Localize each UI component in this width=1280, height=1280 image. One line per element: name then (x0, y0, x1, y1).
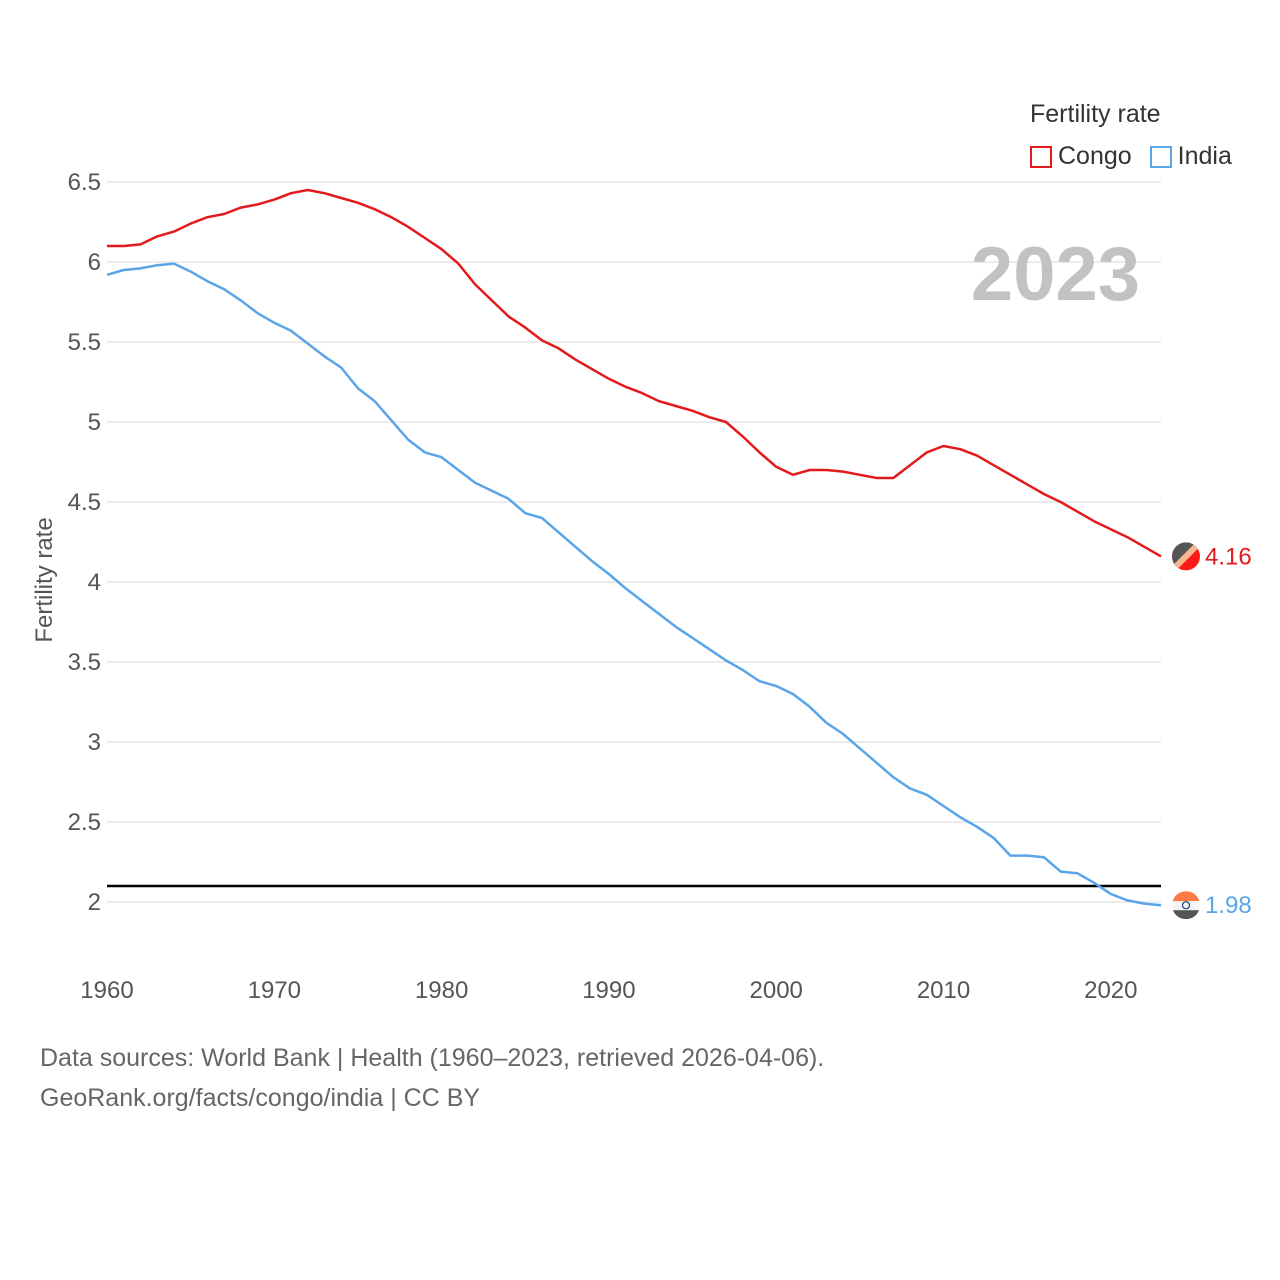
y-tick-label: 2 (88, 889, 101, 916)
x-tick-label: 2020 (1084, 977, 1137, 1004)
y-tick-label: 5.5 (68, 329, 101, 356)
legend-title: Fertility rate (1030, 100, 1161, 128)
end-value-india: 1.98 (1205, 892, 1252, 919)
series-line-congo (107, 188, 1162, 558)
grid-lines (107, 181, 1161, 903)
footer-credit[interactable]: GeoRank.org/facts/congo/india | CC BY (40, 1084, 481, 1112)
x-tick-label: 1980 (415, 977, 468, 1004)
legend-swatch-congo (1030, 145, 1052, 168)
y-tick-label: 6 (88, 249, 101, 276)
series-line-india (106, 262, 1162, 907)
x-tick-label: 1970 (248, 977, 301, 1004)
y-tick-label: 3 (88, 729, 101, 756)
y-tick-labels: 2 2.5 3 3.5 4 4.5 5 5.5 6 6.5 (68, 169, 101, 916)
end-value-congo: 4.16 (1205, 543, 1252, 570)
y-tick-label: 4 (88, 569, 101, 596)
x-tick-label: 2010 (917, 977, 970, 1004)
end-markers: 4.16 1.98 (1172, 542, 1252, 920)
legend: Congo India (1030, 142, 1250, 171)
y-tick-label: 4.5 (68, 489, 101, 516)
year-watermark: 2023 (971, 232, 1140, 317)
y-tick-label: 3.5 (68, 649, 101, 676)
x-tick-label: 1960 (80, 977, 133, 1004)
legend-item-india[interactable]: India (1149, 142, 1232, 171)
x-tick-labels: 1960 1970 1980 1990 2000 2010 2020 (80, 977, 1137, 1004)
y-axis-title: Fertility rate (31, 517, 58, 642)
flag-marker-congo (1172, 542, 1200, 571)
y-tick-label: 5 (88, 409, 101, 436)
footer-sources: Data sources: World Bank | Health (1960–… (40, 1044, 825, 1072)
series-group (106, 188, 1162, 907)
legend-label-congo: Congo (1058, 142, 1132, 170)
flag-marker-india (1172, 891, 1200, 920)
legend-item-congo[interactable]: Congo (1030, 142, 1132, 171)
y-tick-label: 2.5 (68, 809, 101, 836)
x-tick-label: 1990 (582, 977, 635, 1004)
legend-swatch-india (1149, 145, 1172, 168)
x-tick-label: 2000 (750, 977, 803, 1004)
legend-label-india: India (1177, 142, 1232, 170)
y-tick-label: 6.5 (68, 169, 101, 196)
